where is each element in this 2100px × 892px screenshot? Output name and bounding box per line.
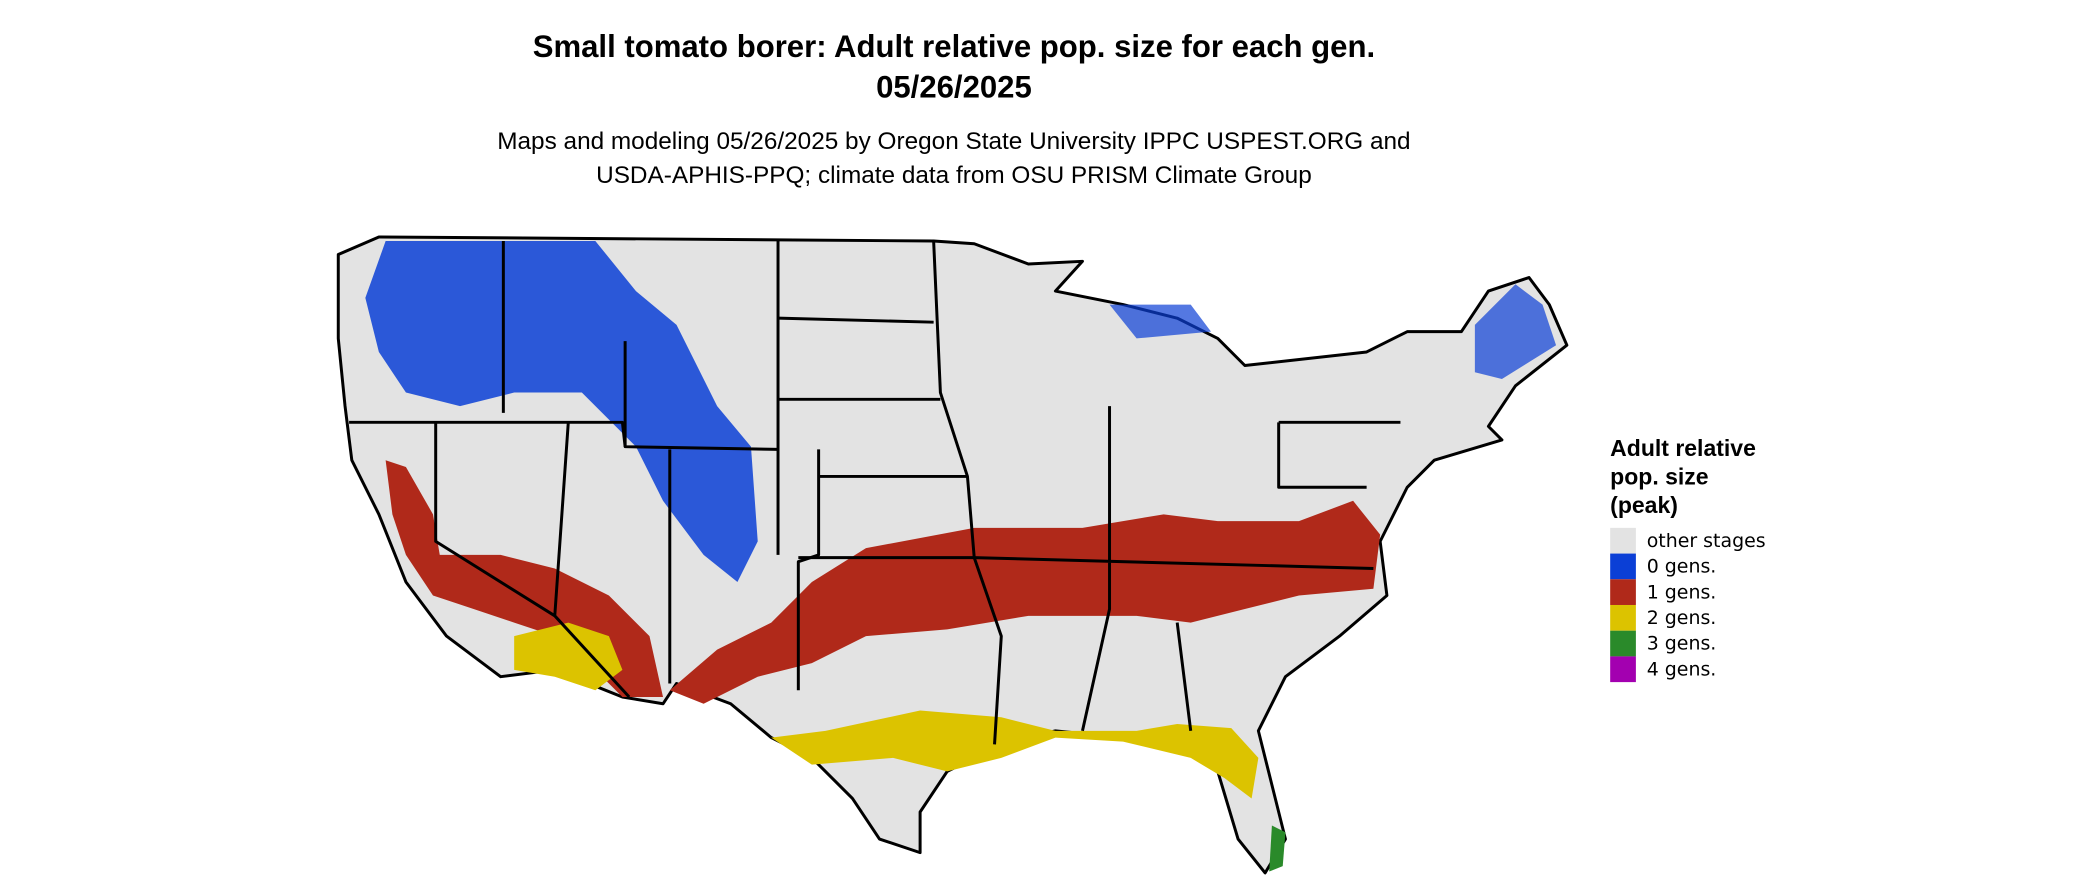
legend-swatch [1610, 630, 1636, 657]
title: Small tomato borer: Adult relative pop. … [533, 29, 1375, 64]
title: 05/26/2025 [876, 70, 1032, 105]
zone-2-gens [771, 710, 1259, 799]
legend-title: pop. size [1610, 464, 1708, 490]
zone-0-gens [1474, 284, 1557, 380]
legend-title: (peak) [1610, 492, 1678, 518]
zone-blobs [365, 241, 1557, 872]
us-map [336, 235, 1569, 875]
legend-swatch [1610, 553, 1636, 580]
legend-swatch [1610, 656, 1636, 683]
state-lines [349, 240, 1401, 745]
legend-label: other stages [1647, 530, 1766, 552]
zone-2-gens [514, 622, 623, 691]
legend-swatch [1610, 527, 1636, 554]
legend-swatch [1610, 579, 1636, 605]
legend-label: 4 gens. [1647, 658, 1717, 680]
zone-3-gens [1269, 825, 1286, 872]
legend-title: Adult relative [1610, 435, 1756, 461]
legend: Adult relative pop. size (peak) other st… [1610, 435, 1766, 683]
zone-0-gens [1109, 304, 1212, 339]
legend-label: 1 gens. [1647, 581, 1717, 603]
legend-label: 3 gens. [1647, 633, 1717, 655]
legend-label: 2 gens. [1647, 607, 1717, 629]
legend-swatch [1610, 604, 1636, 631]
legend-label: 0 gens. [1647, 556, 1717, 578]
subtitle: Maps and modeling 05/26/2025 by Oregon S… [497, 128, 1410, 155]
zone-1-gens [669, 500, 1381, 704]
zone-0-gens [365, 241, 758, 582]
subtitle: USDA-APHIS-PPQ; climate data from OSU PR… [596, 162, 1312, 189]
